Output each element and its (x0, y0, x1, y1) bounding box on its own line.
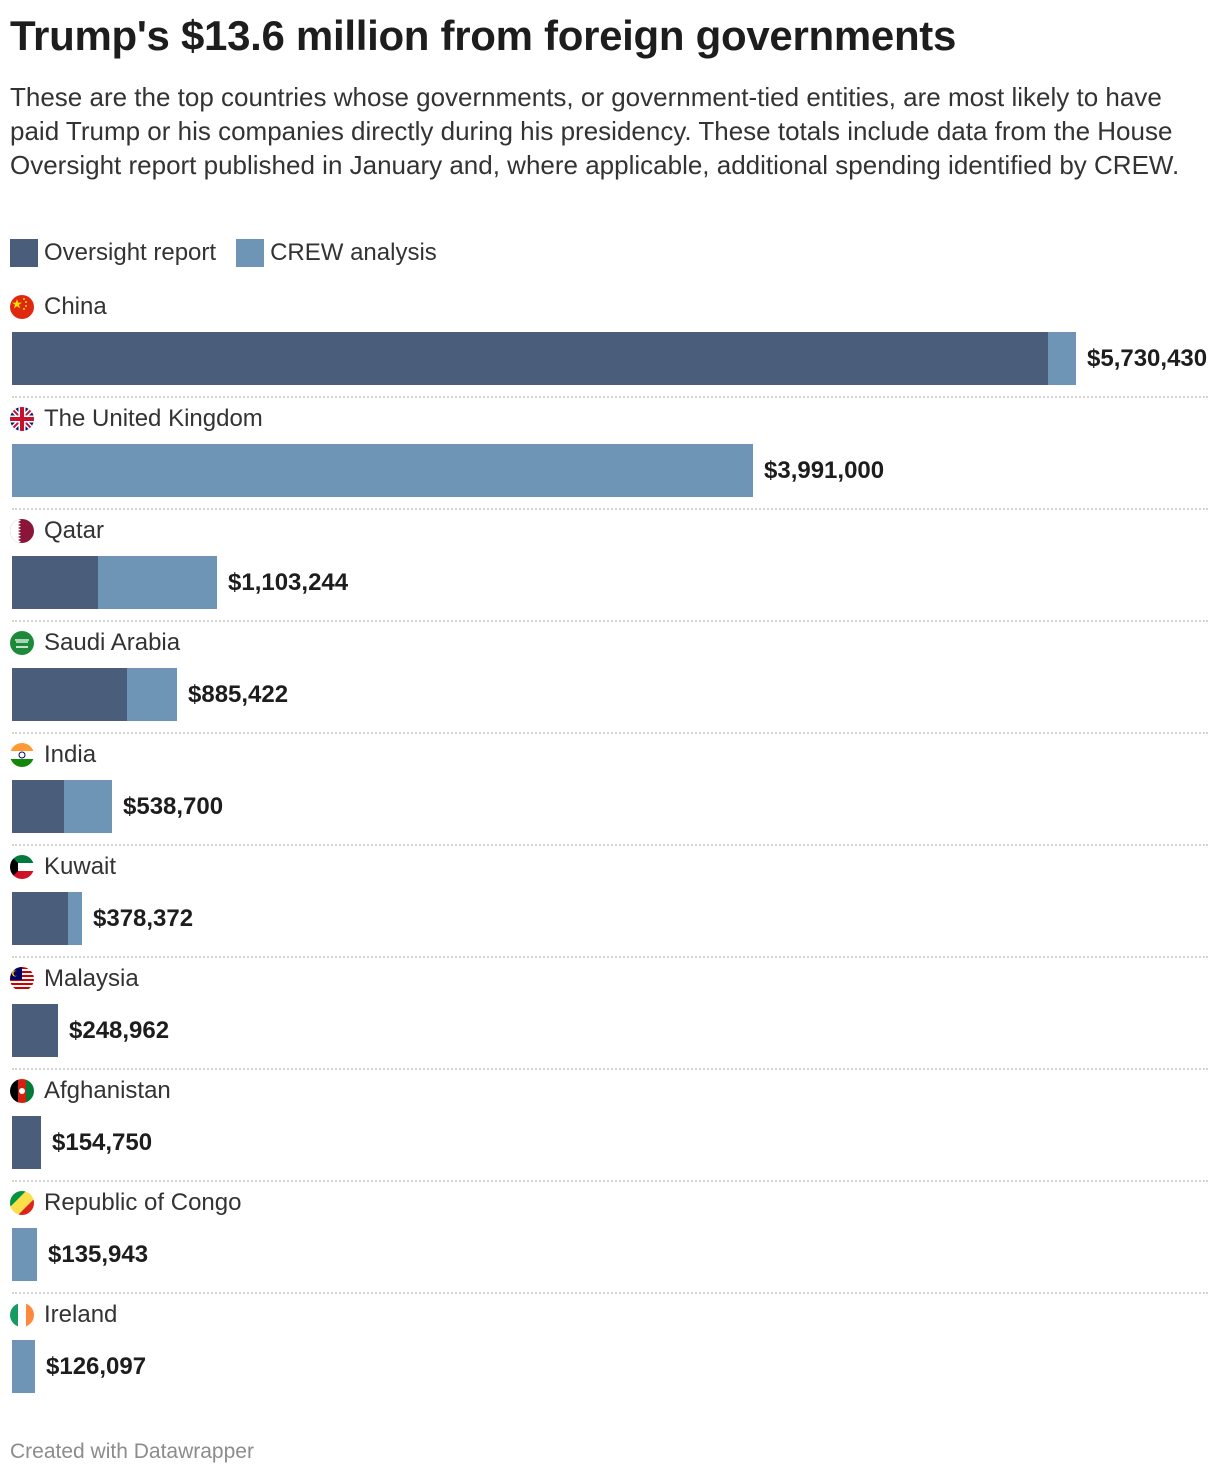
chart-row-kuwait: Kuwait $378,372 (0, 840, 1220, 958)
chart-title: Trump's $13.6 million from foreign gover… (10, 12, 957, 59)
country-label-group: India (10, 740, 96, 770)
legend-label-crew: CREW analysis (270, 239, 437, 266)
value-label: $885,422 (188, 681, 289, 708)
country-label: Qatar (44, 517, 105, 544)
bar-segment-crew-analysis[interactable] (64, 780, 112, 833)
bar-segment-crew-analysis[interactable] (127, 668, 177, 721)
country-label-group: Malaysia (10, 964, 139, 994)
country-label-group: Afghanistan (10, 1076, 171, 1106)
row-divider (12, 1180, 1208, 1182)
country-label-group: The United Kingdom (10, 404, 263, 434)
row-divider (12, 396, 1208, 398)
legend-label-oversight: Oversight report (44, 239, 217, 266)
country-label-group: Kuwait (10, 852, 116, 882)
country-label-group: Qatar (10, 516, 104, 546)
stacked-bar (12, 780, 112, 833)
country-label: Saudi Arabia (44, 629, 181, 656)
row-divider (12, 844, 1208, 846)
value-label: $135,943 (48, 1241, 149, 1268)
country-label: Ireland (44, 1301, 118, 1328)
bar-segment-oversight-report[interactable] (12, 1004, 58, 1057)
bar-segment-oversight-report[interactable] (12, 892, 68, 945)
qatar-flag-icon (10, 519, 34, 543)
value-label: $154,750 (52, 1129, 153, 1156)
chart-row-qatar: Qatar $1,103,244 (0, 504, 1220, 622)
row-divider (12, 620, 1208, 622)
malaysia-flag-icon (10, 967, 34, 991)
chart-row-ireland: Ireland $126,097 (0, 1288, 1220, 1400)
row-divider (12, 956, 1208, 958)
value-label: $5,730,430 (1087, 345, 1208, 372)
bar-segment-crew-analysis[interactable] (1048, 332, 1076, 385)
chart-row-india: India $538,700 (0, 728, 1220, 846)
country-label: Republic of Congo (44, 1189, 242, 1216)
legend-swatch-crew (236, 239, 265, 267)
chart-row-saudi-arabia: Saudi Arabia $885,422 (0, 616, 1220, 734)
legend-item-oversight: Oversight report (10, 239, 216, 267)
chart-row-the-united-kingdom: The United Kingdom $3,991,000 (0, 392, 1220, 510)
row-divider (12, 508, 1208, 510)
row-divider (12, 732, 1208, 734)
country-label-group: Saudi Arabia (10, 628, 180, 658)
saudi-arabia-flag-icon (10, 631, 34, 655)
bar-segment-oversight-report[interactable] (12, 556, 98, 609)
kuwait-flag-icon (10, 855, 34, 879)
bar-chart: China $5,730,430 The United Kingdom $3,991,… (0, 280, 1220, 1420)
bar-segment-oversight-report[interactable] (12, 1116, 41, 1169)
country-label-group: China (10, 292, 107, 322)
bar-segment-oversight-report[interactable] (12, 332, 1048, 385)
legend: Oversight report CREW analysis (10, 238, 457, 268)
stacked-bar (12, 1004, 58, 1057)
stacked-bar (12, 1228, 37, 1281)
value-label: $538,700 (123, 793, 224, 820)
value-label: $126,097 (46, 1353, 147, 1380)
bar-segment-oversight-report[interactable] (12, 668, 127, 721)
country-label: India (44, 741, 97, 768)
value-label: $378,372 (93, 905, 194, 932)
stacked-bar (12, 556, 217, 609)
country-label: Malaysia (44, 965, 139, 992)
chart-description: These are the top countries whose govern… (10, 82, 1180, 180)
chart-row-malaysia: Malaysia $248,962 (0, 952, 1220, 1070)
country-label: China (44, 293, 107, 320)
bar-segment-crew-analysis[interactable] (12, 1228, 37, 1281)
stacked-bar (12, 444, 753, 497)
country-label: Kuwait (44, 853, 117, 880)
china-flag-icon (10, 295, 34, 319)
stacked-bar (12, 668, 177, 721)
legend-swatch-oversight (10, 239, 38, 267)
country-label-group: Ireland (10, 1300, 117, 1330)
stacked-bar (12, 892, 82, 945)
value-label: $1,103,244 (228, 569, 349, 596)
chart-row-china: China $5,730,430 (0, 280, 1220, 398)
legend-item-crew: CREW analysis (236, 239, 437, 267)
chart-row-republic-of-congo: Republic of Congo $135,943 (0, 1176, 1220, 1294)
bar-segment-crew-analysis[interactable] (98, 556, 217, 609)
row-divider (12, 1068, 1208, 1070)
footer-credit[interactable]: Created with Datawrapper (10, 1440, 254, 1463)
afghanistan-flag-icon (10, 1079, 34, 1103)
bar-segment-crew-analysis[interactable] (12, 1340, 35, 1393)
congo-flag-icon (10, 1191, 34, 1215)
country-label: The United Kingdom (44, 405, 263, 432)
india-flag-icon (10, 743, 34, 767)
value-label: $3,991,000 (764, 457, 885, 484)
ireland-flag-icon (10, 1303, 34, 1327)
stacked-bar (12, 1116, 41, 1169)
chart-row-afghanistan: Afghanistan $154,750 (0, 1064, 1220, 1182)
country-label-group: Republic of Congo (10, 1188, 241, 1218)
value-label: $248,962 (69, 1017, 170, 1044)
stacked-bar (12, 1340, 35, 1393)
uk-flag-icon (10, 407, 34, 431)
stacked-bar (12, 332, 1076, 385)
bar-segment-oversight-report[interactable] (12, 780, 64, 833)
bar-segment-crew-analysis[interactable] (68, 892, 82, 945)
bar-segment-crew-analysis[interactable] (12, 444, 753, 497)
row-divider (12, 1292, 1208, 1294)
country-label: Afghanistan (44, 1077, 171, 1104)
